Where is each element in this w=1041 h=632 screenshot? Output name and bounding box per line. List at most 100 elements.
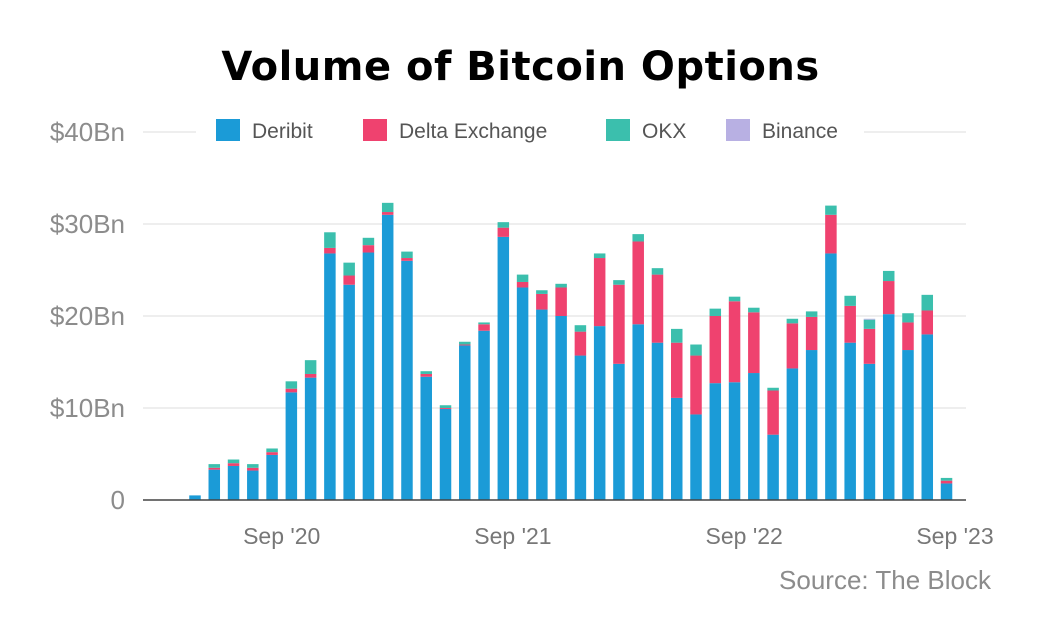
bar-segment-okx [247, 464, 259, 468]
bar-segment-delta-exchange [709, 316, 722, 384]
bar-stack [247, 464, 259, 500]
bar-segment-deribit [401, 260, 413, 500]
bar-segment-delta-exchange [632, 241, 644, 325]
bar-segment-deribit [902, 350, 914, 500]
bar-segment-delta-exchange [497, 227, 510, 237]
bar-segment-delta-exchange [921, 310, 934, 335]
bar-segment-okx [613, 280, 625, 285]
bar-segment-okx [420, 371, 432, 374]
bar-stack [651, 268, 664, 500]
chart-title: Volume of Bitcoin Options [221, 44, 820, 90]
bar-segment-delta-exchange [940, 480, 953, 484]
bar-segment-okx [786, 318, 799, 324]
bar-segment-okx [805, 311, 818, 317]
bar-segment-delta-exchange [343, 275, 355, 285]
bar-segment-binance [863, 318, 876, 320]
bar-segment-deribit [863, 363, 876, 500]
bar-segment-delta-exchange [247, 467, 259, 471]
bar-segment-delta-exchange [844, 305, 856, 343]
bar-segment-okx [381, 202, 394, 213]
bar-stack [825, 205, 837, 500]
bar-segment-deribit [728, 382, 741, 500]
legend-swatch [726, 119, 750, 141]
bar-stack [574, 325, 587, 500]
bar-stack [189, 495, 201, 500]
legend: Deribit Delta Exchange OKX Binance [196, 112, 864, 148]
bar-stack [902, 313, 914, 500]
bar-segment-delta-exchange [516, 281, 529, 288]
bar-segment-delta-exchange [478, 324, 490, 331]
bar-segment-okx [478, 322, 490, 325]
legend-item: Binance [726, 119, 838, 143]
bar-stack [401, 251, 413, 500]
bar-stack [516, 274, 529, 500]
x-tick-label: Sep '20 [243, 523, 320, 549]
bar-stack [690, 344, 702, 500]
bar-stack [882, 270, 895, 500]
bar-stack [671, 328, 683, 500]
bar-stack [497, 222, 510, 500]
bar-segment-deribit [613, 363, 625, 500]
bar-segment-delta-exchange [613, 284, 625, 364]
bar-segment-delta-exchange [805, 316, 818, 351]
bar-segment-okx [651, 268, 664, 275]
bar-segment-okx [882, 270, 895, 282]
bar-segment-delta-exchange [593, 258, 606, 327]
bar-stack [285, 381, 298, 500]
bar-segment-delta-exchange [439, 408, 452, 409]
bar-segment-deribit [439, 408, 452, 500]
y-tick-label: $30Bn [50, 209, 125, 239]
bar-segment-delta-exchange [825, 214, 837, 254]
bar-segment-okx [401, 251, 413, 259]
bar-segment-okx [343, 262, 355, 276]
bar-segment-delta-exchange [285, 388, 298, 393]
bar-segment-deribit [266, 454, 278, 500]
bar-segment-deribit [536, 309, 548, 500]
bar-segment-okx [863, 319, 876, 329]
bar-stack [786, 318, 799, 500]
bar-stack [536, 290, 548, 500]
legend-swatch [606, 119, 630, 141]
source-note: Source: The Block [779, 565, 991, 595]
bar-segment-deribit [651, 342, 664, 500]
bar-segment-okx [767, 387, 779, 391]
bar-segment-deribit [574, 355, 587, 500]
bar-segment-okx [921, 294, 934, 311]
bar-stack [362, 237, 375, 500]
bar-segment-deribit [381, 214, 394, 501]
gridlines [143, 131, 966, 409]
bar-segment-okx [902, 313, 914, 323]
bar-stack [420, 371, 432, 500]
bar-segment-deribit [324, 253, 336, 500]
y-tick-label: $40Bn [50, 117, 125, 147]
bar-segment-deribit [632, 324, 644, 500]
bar-stack [767, 387, 779, 500]
legend-swatch [216, 119, 240, 141]
y-tick-label: $10Bn [50, 393, 125, 423]
bar-segment-okx [555, 283, 567, 288]
bar-segment-okx [304, 360, 317, 374]
bar-segment-deribit [247, 470, 259, 500]
bar-segment-deribit [921, 334, 934, 500]
bar-segment-okx [516, 274, 529, 282]
bar-stack [613, 280, 625, 500]
bar-segment-deribit [362, 252, 375, 500]
bar-segment-okx [208, 464, 221, 468]
bar-segment-delta-exchange [651, 274, 664, 343]
x-tick-label: Sep '21 [474, 523, 551, 549]
legend-label: Binance [762, 120, 838, 143]
bar-segment-deribit [786, 368, 799, 500]
bar-segment-okx [536, 290, 548, 294]
bar-segment-deribit [555, 316, 567, 500]
bar-stack [844, 295, 856, 500]
bar-segment-okx [940, 477, 953, 481]
bar-stack [227, 459, 240, 500]
bar-segment-delta-exchange [555, 287, 567, 316]
bar-stack [304, 360, 317, 500]
bar-segment-delta-exchange [401, 258, 413, 261]
bar-segment-delta-exchange [574, 331, 587, 356]
bar-segment-okx [825, 205, 837, 215]
legend-item: Deribit [216, 119, 313, 143]
bar-segment-deribit [208, 469, 221, 500]
